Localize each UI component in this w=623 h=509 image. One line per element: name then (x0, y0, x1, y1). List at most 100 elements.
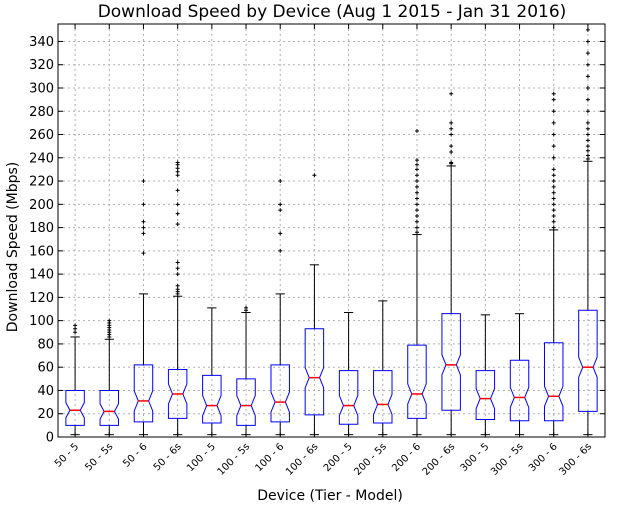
box-body (202, 374, 222, 424)
outlier (449, 120, 454, 125)
outlier (244, 305, 249, 310)
y-tick-label: 320 (29, 58, 54, 73)
outlier (414, 184, 419, 189)
outlier (551, 91, 556, 96)
x-tick-label: 300 - 6s (558, 441, 595, 478)
outlier (551, 208, 556, 213)
box-11 (441, 91, 461, 436)
y-tick-label: 20 (37, 407, 54, 422)
outlier (551, 97, 556, 102)
outlier (414, 219, 419, 224)
outlier (585, 51, 590, 56)
box-body (407, 344, 427, 419)
outlier (175, 166, 180, 171)
y-tick-label: 200 (29, 198, 54, 213)
x-tick-label: 50 - 6s (152, 441, 184, 473)
box-3 (167, 160, 188, 436)
outlier (551, 184, 556, 189)
outlier (585, 109, 590, 114)
outlier (414, 225, 419, 230)
y-tick-label: 260 (29, 128, 54, 143)
box-12 (475, 314, 496, 436)
outlier (551, 213, 556, 218)
x-tick-label: 100 - 5 (185, 441, 218, 474)
outlier (278, 179, 283, 184)
x-tick-label: 100 - 6 (254, 441, 287, 474)
x-tick-label: 300 - 6 (527, 441, 560, 474)
outlier (141, 219, 146, 224)
outlier (141, 251, 146, 256)
y-tick-label: 340 (29, 35, 54, 50)
outlier (585, 97, 590, 102)
outlier (551, 190, 556, 195)
outlier (175, 160, 180, 165)
outlier (414, 167, 419, 172)
outlier (414, 179, 419, 184)
outlier (551, 219, 556, 224)
outlier (585, 120, 590, 125)
box-body (167, 369, 188, 419)
box-body (338, 370, 359, 425)
outlier (551, 173, 556, 178)
box-5 (236, 305, 256, 436)
outlier (312, 173, 317, 178)
outlier (449, 144, 454, 149)
outlier (585, 132, 590, 137)
outlier (551, 196, 556, 201)
box-body (441, 313, 461, 411)
outlier (551, 225, 556, 230)
y-tick-label: 0 (46, 431, 54, 446)
box-14 (543, 91, 564, 436)
box-1 (99, 318, 120, 436)
outlier (449, 160, 454, 165)
grid (58, 24, 605, 438)
box-body (509, 359, 530, 422)
y-tick-label: 220 (29, 175, 54, 190)
box-body (99, 389, 120, 426)
outlier (414, 162, 419, 167)
x-tick-label: 300 - 5s (489, 441, 526, 478)
box-body (236, 378, 256, 426)
outlier (585, 148, 590, 153)
outlier (414, 196, 419, 201)
chart-title: Download Speed by Device (Aug 1 2015 - J… (98, 2, 567, 22)
box-body (543, 342, 564, 422)
y-tick-label: 80 (37, 337, 54, 352)
outlier (414, 173, 419, 178)
outlier (175, 266, 180, 271)
x-tick-label: 300 - 5 (459, 441, 492, 474)
outlier (449, 149, 454, 154)
outlier (551, 155, 556, 160)
outlier (449, 132, 454, 137)
outlier (585, 62, 590, 67)
plot-frame (57, 23, 606, 438)
outlier (175, 211, 180, 216)
outlier (449, 91, 454, 96)
outlier (73, 326, 78, 331)
y-axis-ticks: 0 20 40 60 80 100 120 140 160 180 200 220 240 260 280 3… (29, 35, 605, 446)
x-tick-label: 200 - 6s (421, 441, 458, 478)
outlier (73, 323, 78, 328)
outlier (585, 138, 590, 143)
outlier (414, 208, 419, 213)
outlier (175, 169, 180, 174)
box-15 (578, 27, 598, 436)
outlier (551, 202, 556, 207)
x-tick-label: 100 - 6s (284, 441, 321, 478)
outlier (141, 231, 146, 236)
y-tick-label: 40 (37, 384, 54, 399)
outlier (449, 126, 454, 131)
x-tick-label: 50 - 5 (53, 441, 81, 469)
x-tick-label: 200 - 5s (352, 441, 389, 478)
box-body (304, 328, 325, 416)
outlier (175, 173, 180, 178)
box-body (133, 364, 154, 423)
box-0 (65, 323, 85, 436)
x-tick-label: 100 - 5s (216, 441, 253, 478)
outlier (414, 230, 419, 235)
x-tick-label: 50 - 5s (83, 441, 115, 473)
outlier (278, 208, 283, 213)
outlier (278, 231, 283, 236)
outlier (585, 144, 590, 149)
outlier (175, 283, 180, 288)
